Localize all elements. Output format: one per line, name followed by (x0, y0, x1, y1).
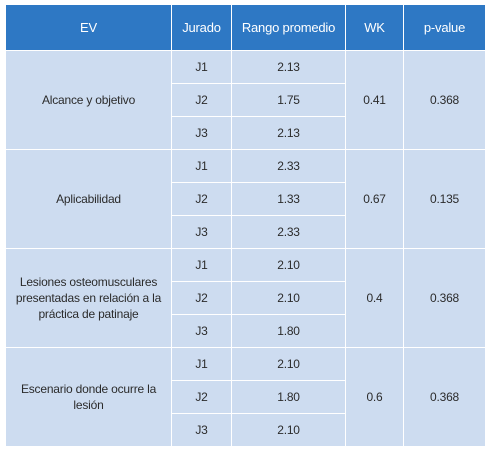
rango-cell: 2.33 (231, 215, 346, 249)
ev-cell: Aplicabilidad (5, 149, 172, 249)
table-row: Aplicabilidad J1 2.33 0.67 0.135 (5, 149, 486, 249)
header-rango-promedio: Rango promedio (231, 4, 346, 51)
jurado-cell: J2 (171, 83, 232, 117)
table-row: J3 2.10 (6, 413, 486, 447)
p-value-cell: 0.368 (403, 50, 486, 150)
concordance-table: EV Jurado Rango promedio WK p-value Alca… (5, 4, 486, 447)
table-row: J2 1.75 (6, 83, 486, 117)
table-row: Alcance y objetivo J1 2.13 0.41 0.368 (5, 50, 486, 150)
header-jurado: Jurado (171, 4, 232, 51)
rango-cell: 1.33 (231, 182, 346, 216)
ev-cell: Alcance y objetivo (5, 50, 172, 150)
jurado-cell: J1 (171, 248, 232, 282)
jurado-cell: J1 (171, 50, 232, 84)
table-row: Lesiones osteomusculares presentadas en … (5, 248, 486, 348)
table-row: J3 1.80 (6, 314, 486, 348)
wk-cell: 0.67 (345, 149, 404, 249)
jurado-cell: J2 (171, 182, 232, 216)
wk-cell: 0.4 (345, 248, 404, 348)
header-wk: WK (345, 4, 404, 51)
header-ev: EV (5, 4, 172, 51)
table-row: J2 1.80 (6, 380, 486, 414)
jurado-cell: J3 (171, 215, 232, 249)
p-value-cell: 0.135 (403, 149, 486, 249)
jurado-cell: J1 (171, 347, 232, 381)
rango-cell: 2.10 (231, 248, 346, 282)
table-row: J3 2.33 (6, 215, 486, 249)
jurado-cell: J3 (171, 116, 232, 150)
wk-cell: 0.41 (345, 50, 404, 150)
table-row: Escenario donde ocurre la lesión J1 2.10… (5, 347, 486, 447)
jurado-cell: J2 (171, 380, 232, 414)
ev-cell: Lesiones osteomusculares presentadas en … (5, 248, 172, 348)
table-container: EV Jurado Rango promedio WK p-value Alca… (5, 4, 486, 447)
rango-cell: 2.13 (231, 116, 346, 150)
rango-cell: 1.75 (231, 83, 346, 117)
p-value-cell: 0.368 (403, 248, 486, 348)
header-row: EV Jurado Rango promedio WK p-value (5, 4, 486, 51)
jurado-cell: J2 (171, 281, 232, 315)
jurado-cell: J3 (171, 413, 232, 447)
rango-cell: 2.10 (231, 413, 346, 447)
p-value-cell: 0.368 (403, 347, 486, 447)
table-row: J2 2.10 (6, 281, 486, 315)
rango-cell: 2.10 (231, 347, 346, 381)
rango-cell: 2.33 (231, 149, 346, 183)
wk-cell: 0.6 (345, 347, 404, 447)
ev-cell: Escenario donde ocurre la lesión (5, 347, 172, 447)
rango-cell: 1.80 (231, 314, 346, 348)
rango-cell: 2.13 (231, 50, 346, 84)
jurado-cell: J1 (171, 149, 232, 183)
table-row: J3 2.13 (6, 116, 486, 150)
jurado-cell: J3 (171, 314, 232, 348)
rango-cell: 1.80 (231, 380, 346, 414)
table-row: J2 1.33 (6, 182, 486, 216)
header-p-value: p-value (403, 4, 486, 51)
rango-cell: 2.10 (231, 281, 346, 315)
